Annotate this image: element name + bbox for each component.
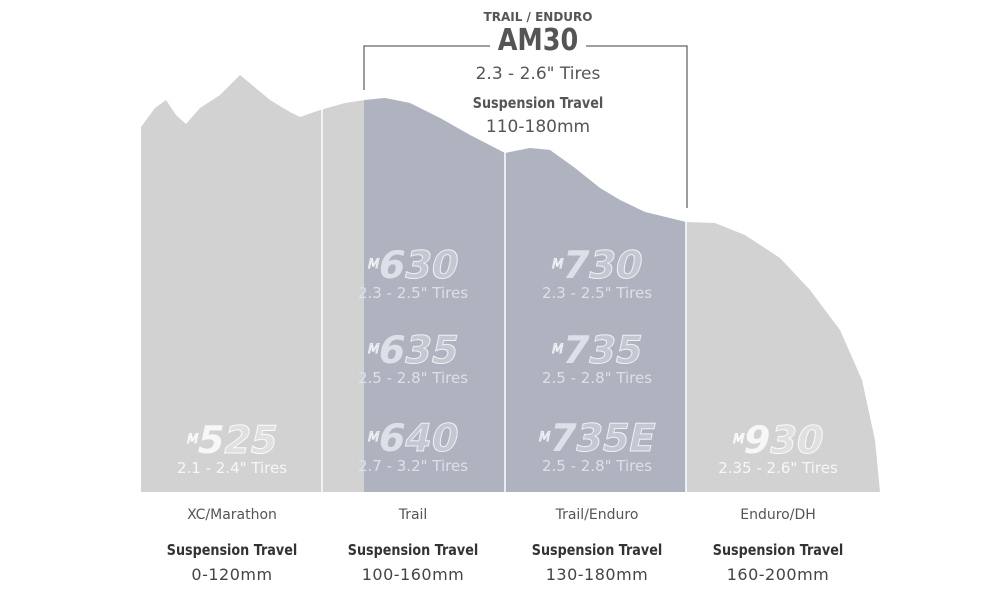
model-logo: M735E: [534, 416, 661, 461]
logo-rest: 40: [400, 416, 463, 461]
am30-tires: 2.3 - 2.6" Tires: [475, 64, 601, 84]
logo-rest: 35: [584, 328, 647, 373]
am30-category: TRAIL / ENDURO: [483, 10, 593, 24]
column-suspension-label: Suspension Travel: [712, 541, 844, 559]
column-travel: 130-180mm: [545, 565, 649, 584]
model-tires: 2.5 - 2.8" Tires: [357, 369, 469, 387]
model-logo: M640: [363, 416, 464, 461]
am30-bracket: [363, 45, 688, 208]
model-tires: 2.7 - 3.2" Tires: [357, 457, 469, 475]
logo-rest: 35: [400, 328, 463, 373]
logo-rest: 25: [219, 418, 282, 463]
model-tires: 2.5 - 2.8" Tires: [541, 457, 653, 475]
logo-rest: 30: [584, 243, 647, 288]
model-logo: M730: [547, 243, 648, 288]
model-logo: M635: [363, 328, 464, 373]
column-travel: 100-160mm: [361, 565, 465, 584]
column-category: Trail: [398, 507, 428, 523]
model-tires: 2.3 - 2.5" Tires: [357, 284, 469, 302]
model-tires: 2.1 - 2.4" Tires: [176, 459, 288, 477]
logo-rest: 35E: [571, 416, 660, 461]
column-category: Trail/Enduro: [555, 507, 639, 523]
model-tires: 2.35 - 2.6" Tires: [718, 459, 838, 477]
model-tires: 2.3 - 2.5" Tires: [541, 284, 653, 302]
logo-rest: 30: [765, 418, 828, 463]
model-logo: M525: [182, 418, 283, 463]
column-travel: 160-200mm: [726, 565, 830, 584]
model-logo: M630: [363, 243, 464, 288]
model-logo: M735: [547, 328, 648, 373]
column-travel: 0-120mm: [191, 565, 273, 584]
model-logo: M930: [728, 418, 829, 463]
column-suspension-label: Suspension Travel: [347, 541, 479, 559]
column-category: Enduro/DH: [740, 507, 816, 523]
column-suspension-label: Suspension Travel: [531, 541, 663, 559]
am30-model: AM30: [497, 23, 579, 58]
column-category: XC/Marathon: [187, 507, 277, 523]
am30-suspension-label: Suspension Travel: [472, 94, 604, 112]
column-dividers: [321, 60, 687, 492]
column-suspension-label: Suspension Travel: [166, 541, 298, 559]
model-tires: 2.5 - 2.8" Tires: [541, 369, 653, 387]
logo-rest: 30: [400, 243, 463, 288]
am30-travel: 110-180mm: [485, 117, 591, 137]
